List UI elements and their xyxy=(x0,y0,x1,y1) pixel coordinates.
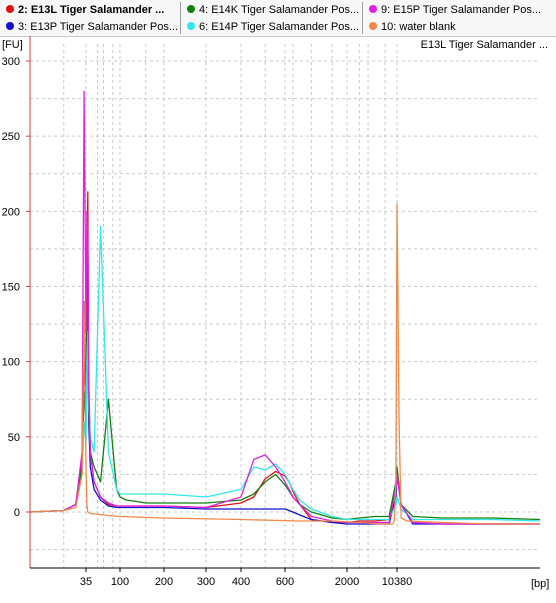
legend-bar: 2: E13L Tiger Salamander ... 3: E13P Tig… xyxy=(0,0,556,37)
y-tick-label: 100 xyxy=(2,357,20,369)
legend-separator xyxy=(362,2,363,34)
y-tick-label: 300 xyxy=(2,56,20,68)
legend-item-e15p[interactable]: 9: E15P Tiger Salamander Pos... xyxy=(363,2,553,18)
series-line-5 xyxy=(29,90,540,525)
electropherogram-chart: 0 50 100 150 200 250 300 35 100 200 300 400 600 2000… xyxy=(2,36,549,590)
x-tick-label: 600 xyxy=(276,576,294,588)
x-tick-label: 400 xyxy=(232,576,250,588)
legend-label: 2: E13L Tiger Salamander ... xyxy=(18,4,165,16)
series-color-dot-icon xyxy=(187,5,195,13)
y-axis-label: [FU] xyxy=(2,39,23,51)
series-lines xyxy=(29,90,541,525)
x-tick-label: 2000 xyxy=(335,576,359,588)
grid xyxy=(30,44,540,568)
x-tick-label: 300 xyxy=(197,576,215,588)
legend-label: 10: water blank xyxy=(381,21,456,33)
legend-label: 6: E14P Tiger Salamander Pos... xyxy=(199,21,359,33)
sample-title: E13L Tiger Salamander ... xyxy=(420,39,548,51)
x-tick-label: 35 xyxy=(80,576,92,588)
y-tick-label: 0 xyxy=(14,507,20,519)
y-tick-label: 250 xyxy=(2,131,20,143)
series-line-3 xyxy=(29,293,541,521)
legend-item-e14k[interactable]: 4: E14K Tiger Salamander Pos... xyxy=(181,2,361,18)
legend-label: 9: E15P Tiger Salamander Pos... xyxy=(381,4,541,16)
legend-item-water-blank[interactable]: 10: water blank xyxy=(363,19,553,35)
y-tick-label: 200 xyxy=(2,206,20,218)
series-color-dot-icon xyxy=(369,5,377,13)
legend-label: 4: E14K Tiger Salamander Pos... xyxy=(199,4,360,16)
x-tick-label: 10380 xyxy=(382,576,413,588)
legend-label: 3: E13P Tiger Salamander Pos... xyxy=(18,21,178,33)
series-color-dot-icon xyxy=(6,22,14,30)
y-tick-label: 50 xyxy=(8,432,20,444)
x-tick-labels: 35 100 200 300 400 600 2000 10380 xyxy=(80,568,412,588)
legend-item-e13l[interactable]: 2: E13L Tiger Salamander ... xyxy=(0,2,178,18)
legend-item-e13p[interactable]: 3: E13P Tiger Salamander Pos... xyxy=(0,19,178,35)
series-color-dot-icon xyxy=(6,5,14,13)
series-line-6 xyxy=(29,203,540,525)
legend-separator xyxy=(180,2,181,34)
legend-item-e14p[interactable]: 6: E14P Tiger Salamander Pos... xyxy=(181,19,361,35)
x-axis-label: [bp] xyxy=(531,578,549,590)
series-color-dot-icon xyxy=(369,22,377,30)
y-tick-labels: 0 50 100 150 200 250 300 xyxy=(2,56,30,519)
series-color-dot-icon xyxy=(187,22,195,30)
x-tick-label: 100 xyxy=(111,576,129,588)
y-tick-label: 150 xyxy=(2,282,20,294)
x-tick-label: 200 xyxy=(155,576,173,588)
